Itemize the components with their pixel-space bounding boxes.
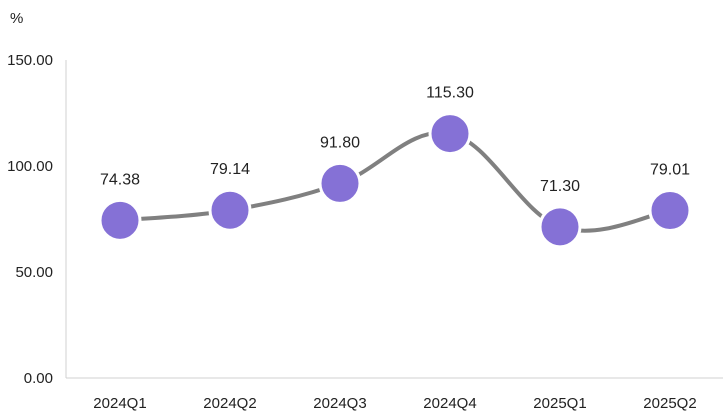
y-tick-labels: 0.00 50.00 100.00 150.00 — [7, 52, 53, 387]
x-tick-label: 2024Q1 — [93, 395, 146, 412]
x-tick-labels: 2024Q1 2024Q2 2024Q3 2024Q4 2025Q1 2025Q2 — [93, 395, 696, 412]
data-label: 79.14 — [210, 161, 250, 178]
data-point — [648, 188, 692, 232]
data-points — [98, 112, 692, 249]
data-label: 115.30 — [426, 85, 474, 102]
data-point — [318, 161, 362, 205]
x-tick-label: 2025Q1 — [533, 395, 586, 412]
x-tick-label: 2025Q2 — [643, 395, 696, 412]
series-line — [118, 130, 672, 233]
data-point — [208, 188, 252, 232]
data-point — [98, 198, 142, 242]
x-tick-label: 2024Q2 — [203, 395, 256, 412]
data-point — [428, 112, 472, 156]
data-label: 79.01 — [650, 161, 690, 178]
data-label: 74.38 — [100, 171, 140, 188]
x-tick-label: 2024Q4 — [423, 395, 476, 412]
data-labels: 74.38 79.14 91.80 115.30 71.30 79.01 — [100, 85, 690, 195]
y-axis-unit-label: % — [10, 10, 23, 27]
data-label: 91.80 — [320, 134, 360, 151]
y-tick-label: 0.00 — [24, 370, 53, 387]
x-tick-label: 2024Q3 — [313, 395, 366, 412]
data-point — [538, 205, 582, 249]
y-tick-label: 100.00 — [7, 158, 53, 175]
y-tick-label: 50.00 — [15, 264, 53, 281]
y-tick-label: 150.00 — [7, 52, 53, 69]
data-label: 71.30 — [540, 178, 580, 195]
